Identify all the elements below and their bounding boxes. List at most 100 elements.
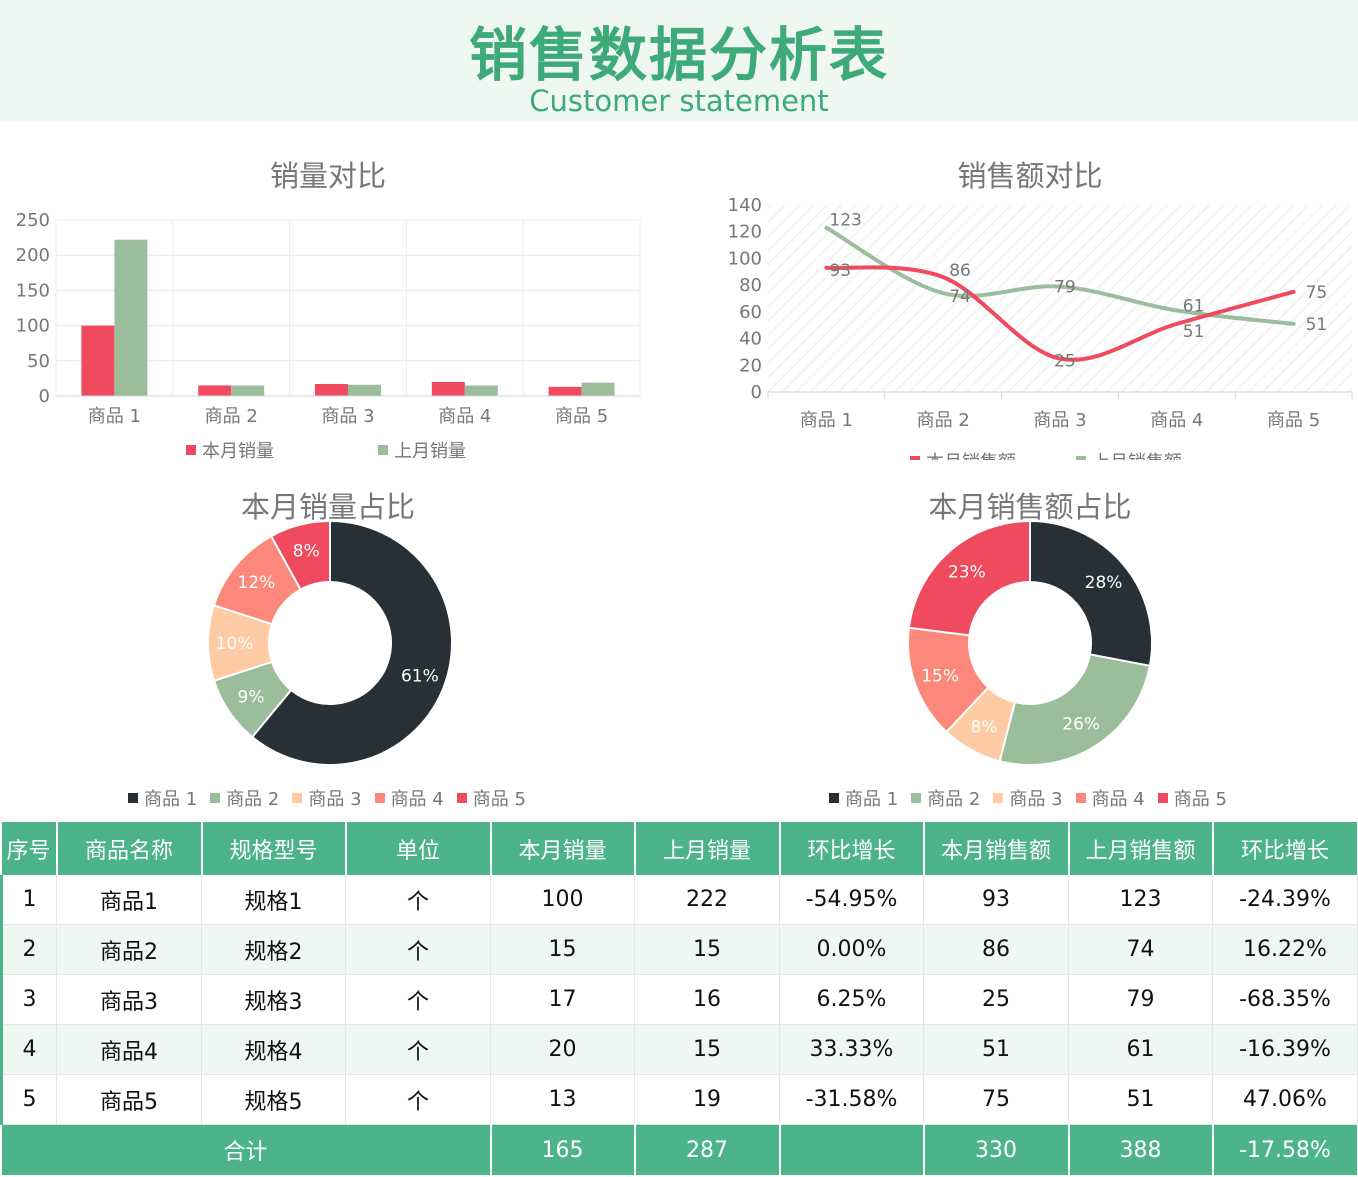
line-chart-legend: 本月销售额 上月销售额 xyxy=(910,448,1195,460)
x-tick-label: 商品 3 xyxy=(321,406,374,427)
table-row: 2 商品2 规格2 个 15 15 0.00% 86 74 16.22% xyxy=(0,924,1358,975)
column-header: 本月销量 xyxy=(490,822,636,875)
column-header: 单位 xyxy=(345,822,492,875)
table-cell: 个 xyxy=(345,1074,491,1125)
table-cell: 13 xyxy=(490,1074,635,1125)
table-cell: 4 xyxy=(0,1024,57,1075)
column-header: 本月销售额 xyxy=(923,822,1070,875)
table-cell: 15 xyxy=(490,924,635,975)
table-cell: 6.25% xyxy=(779,974,924,1025)
legend-item: 商品 3 xyxy=(993,785,1063,811)
table-cell: 1 xyxy=(0,875,57,925)
page-header: 销售数据分析表 Customer statement xyxy=(0,0,1358,121)
total-label: 合计 xyxy=(1,1124,492,1175)
total-cell: 165 xyxy=(490,1124,636,1175)
data-label: 51 xyxy=(1183,322,1205,342)
legend-item: 上月销售额 xyxy=(1076,448,1182,460)
bar xyxy=(464,385,498,396)
line-chart-title: 销售额对比 xyxy=(957,159,1103,193)
legend-label: 商品 5 xyxy=(472,789,526,810)
total-cell: 330 xyxy=(923,1124,1070,1175)
legend-label: 商品 1 xyxy=(845,789,899,810)
table-cell: 个 xyxy=(345,974,491,1025)
plot-area xyxy=(768,205,1352,392)
table-cell: 100 xyxy=(490,875,635,925)
table-cell: 19 xyxy=(634,1074,780,1125)
legend-label: 上月销售额 xyxy=(1092,448,1182,460)
legend-item: 商品 2 xyxy=(911,785,980,811)
legend-label: 商品 4 xyxy=(390,789,444,810)
data-label: 74 xyxy=(949,287,971,307)
y-tick-label: 0 xyxy=(751,382,762,403)
table-total-row: 合计 165 287 330 388 -17.58% xyxy=(1,1124,1358,1175)
y-tick-label: 80 xyxy=(739,275,762,296)
slice-label: 10% xyxy=(216,634,254,654)
pie1-legend: 商品 1 商品 2 商品 3 商品 4 商品 5 xyxy=(128,785,539,811)
table-cell: 79 xyxy=(1068,974,1213,1025)
y-tick-label: 150 xyxy=(16,280,50,301)
y-tick-label: 0 xyxy=(39,386,50,407)
legend-item: 商品 5 xyxy=(1157,785,1227,811)
table-cell: 2 xyxy=(0,924,57,975)
legend-swatch xyxy=(910,456,920,460)
bar xyxy=(315,384,348,396)
x-tick-label: 商品 1 xyxy=(88,406,141,427)
table-cell: 商品5 xyxy=(56,1074,202,1125)
pie1-chart-title: 本月销量占比 xyxy=(240,490,415,524)
bar xyxy=(114,239,148,396)
table-cell: 15 xyxy=(634,924,780,975)
slice-label: 61% xyxy=(401,666,439,686)
table-cell: 商品3 xyxy=(56,974,202,1025)
table-row: 4 商品4 规格4 个 20 15 33.33% 51 61 -16.39% xyxy=(0,1024,1358,1075)
y-tick-label: 200 xyxy=(16,245,50,266)
table-cell: 86 xyxy=(923,924,1069,975)
table-header-row: 序号 商品名称 规格型号 单位 本月销量 上月销量 环比增长 本月销售额 上月销售额 环比增长 xyxy=(1,822,1358,875)
legend-label: 上月销量 xyxy=(394,441,466,462)
y-tick-label: 50 xyxy=(27,351,50,372)
page-subtitle: Customer statement xyxy=(529,84,829,118)
column-header: 商品名称 xyxy=(56,822,203,875)
table-cell: 16.22% xyxy=(1212,924,1358,975)
legend-swatch xyxy=(1075,793,1086,803)
table-cell: 74 xyxy=(1068,924,1213,975)
table-cell: 15 xyxy=(634,1024,780,1075)
table-body: 1 商品1 规格1 个 100 222 -54.95% 93 123 -24.39% 2 商品2 规格2… xyxy=(0,875,1358,1125)
bar xyxy=(348,384,381,396)
legend-swatch xyxy=(186,445,196,455)
table-cell: 规格5 xyxy=(201,1074,346,1125)
slice-label: 15% xyxy=(921,666,959,686)
table-cell: 个 xyxy=(345,924,491,975)
data-label: 93 xyxy=(829,261,851,281)
y-tick-label: 20 xyxy=(739,355,762,376)
pie-slice xyxy=(250,519,453,766)
x-tick-label: 商品 3 xyxy=(1033,410,1086,431)
total-cell xyxy=(779,1124,925,1175)
legend-item: 商品 1 xyxy=(128,785,197,811)
legend-swatch xyxy=(378,445,388,455)
table-cell: 222 xyxy=(634,875,780,925)
page-title: 销售数据分析表 xyxy=(468,21,889,89)
slice-label: 23% xyxy=(948,562,986,582)
pie-slice xyxy=(998,653,1152,766)
table-cell: 3 xyxy=(0,974,57,1025)
legend-item: 商品 3 xyxy=(292,785,362,811)
table-cell: -31.58% xyxy=(779,1074,924,1125)
bar-chart: 0 50 100 150 200 250 商品 1 商品 2 商品 3 商品 4 商品 5 xyxy=(16,210,641,427)
pie-slice xyxy=(907,519,1031,637)
table-cell: 规格1 xyxy=(201,875,346,925)
legend-item: 商品 4 xyxy=(1075,785,1145,811)
data-label: 75 xyxy=(1306,283,1328,303)
x-tick-label: 商品 5 xyxy=(555,406,608,427)
x-tick-label: 商品 5 xyxy=(1267,410,1320,431)
x-tick-label: 商品 2 xyxy=(205,406,258,427)
legend-item: 商品 1 xyxy=(829,785,898,811)
legend-item: 本月销售额 xyxy=(910,448,1016,460)
table-cell: -68.35% xyxy=(1212,974,1358,1025)
total-cell: 388 xyxy=(1068,1124,1214,1175)
legend-swatch xyxy=(210,793,221,803)
slice-label: 28% xyxy=(1085,573,1123,593)
table-cell: 75 xyxy=(923,1074,1069,1125)
bar xyxy=(581,382,615,396)
legend-label: 商品 3 xyxy=(308,789,362,810)
table-cell: -16.39% xyxy=(1212,1024,1358,1075)
